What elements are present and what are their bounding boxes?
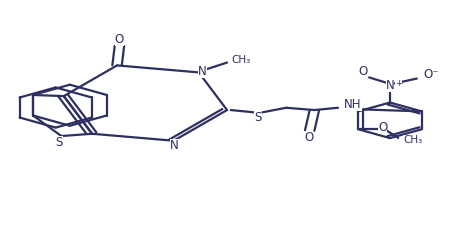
Text: CH₃: CH₃ [232, 55, 251, 65]
Text: O: O [359, 65, 368, 78]
Text: O⁻: O⁻ [423, 68, 438, 81]
Text: O: O [378, 121, 387, 134]
Text: S: S [254, 111, 261, 124]
Text: N: N [171, 139, 179, 152]
Text: NH: NH [344, 98, 361, 111]
Text: N: N [386, 79, 394, 92]
Text: S: S [56, 136, 63, 149]
Text: N: N [198, 65, 207, 78]
Text: +: + [395, 79, 402, 88]
Text: O: O [115, 33, 124, 46]
Text: CH₃: CH₃ [403, 135, 422, 145]
Text: O: O [304, 131, 314, 144]
